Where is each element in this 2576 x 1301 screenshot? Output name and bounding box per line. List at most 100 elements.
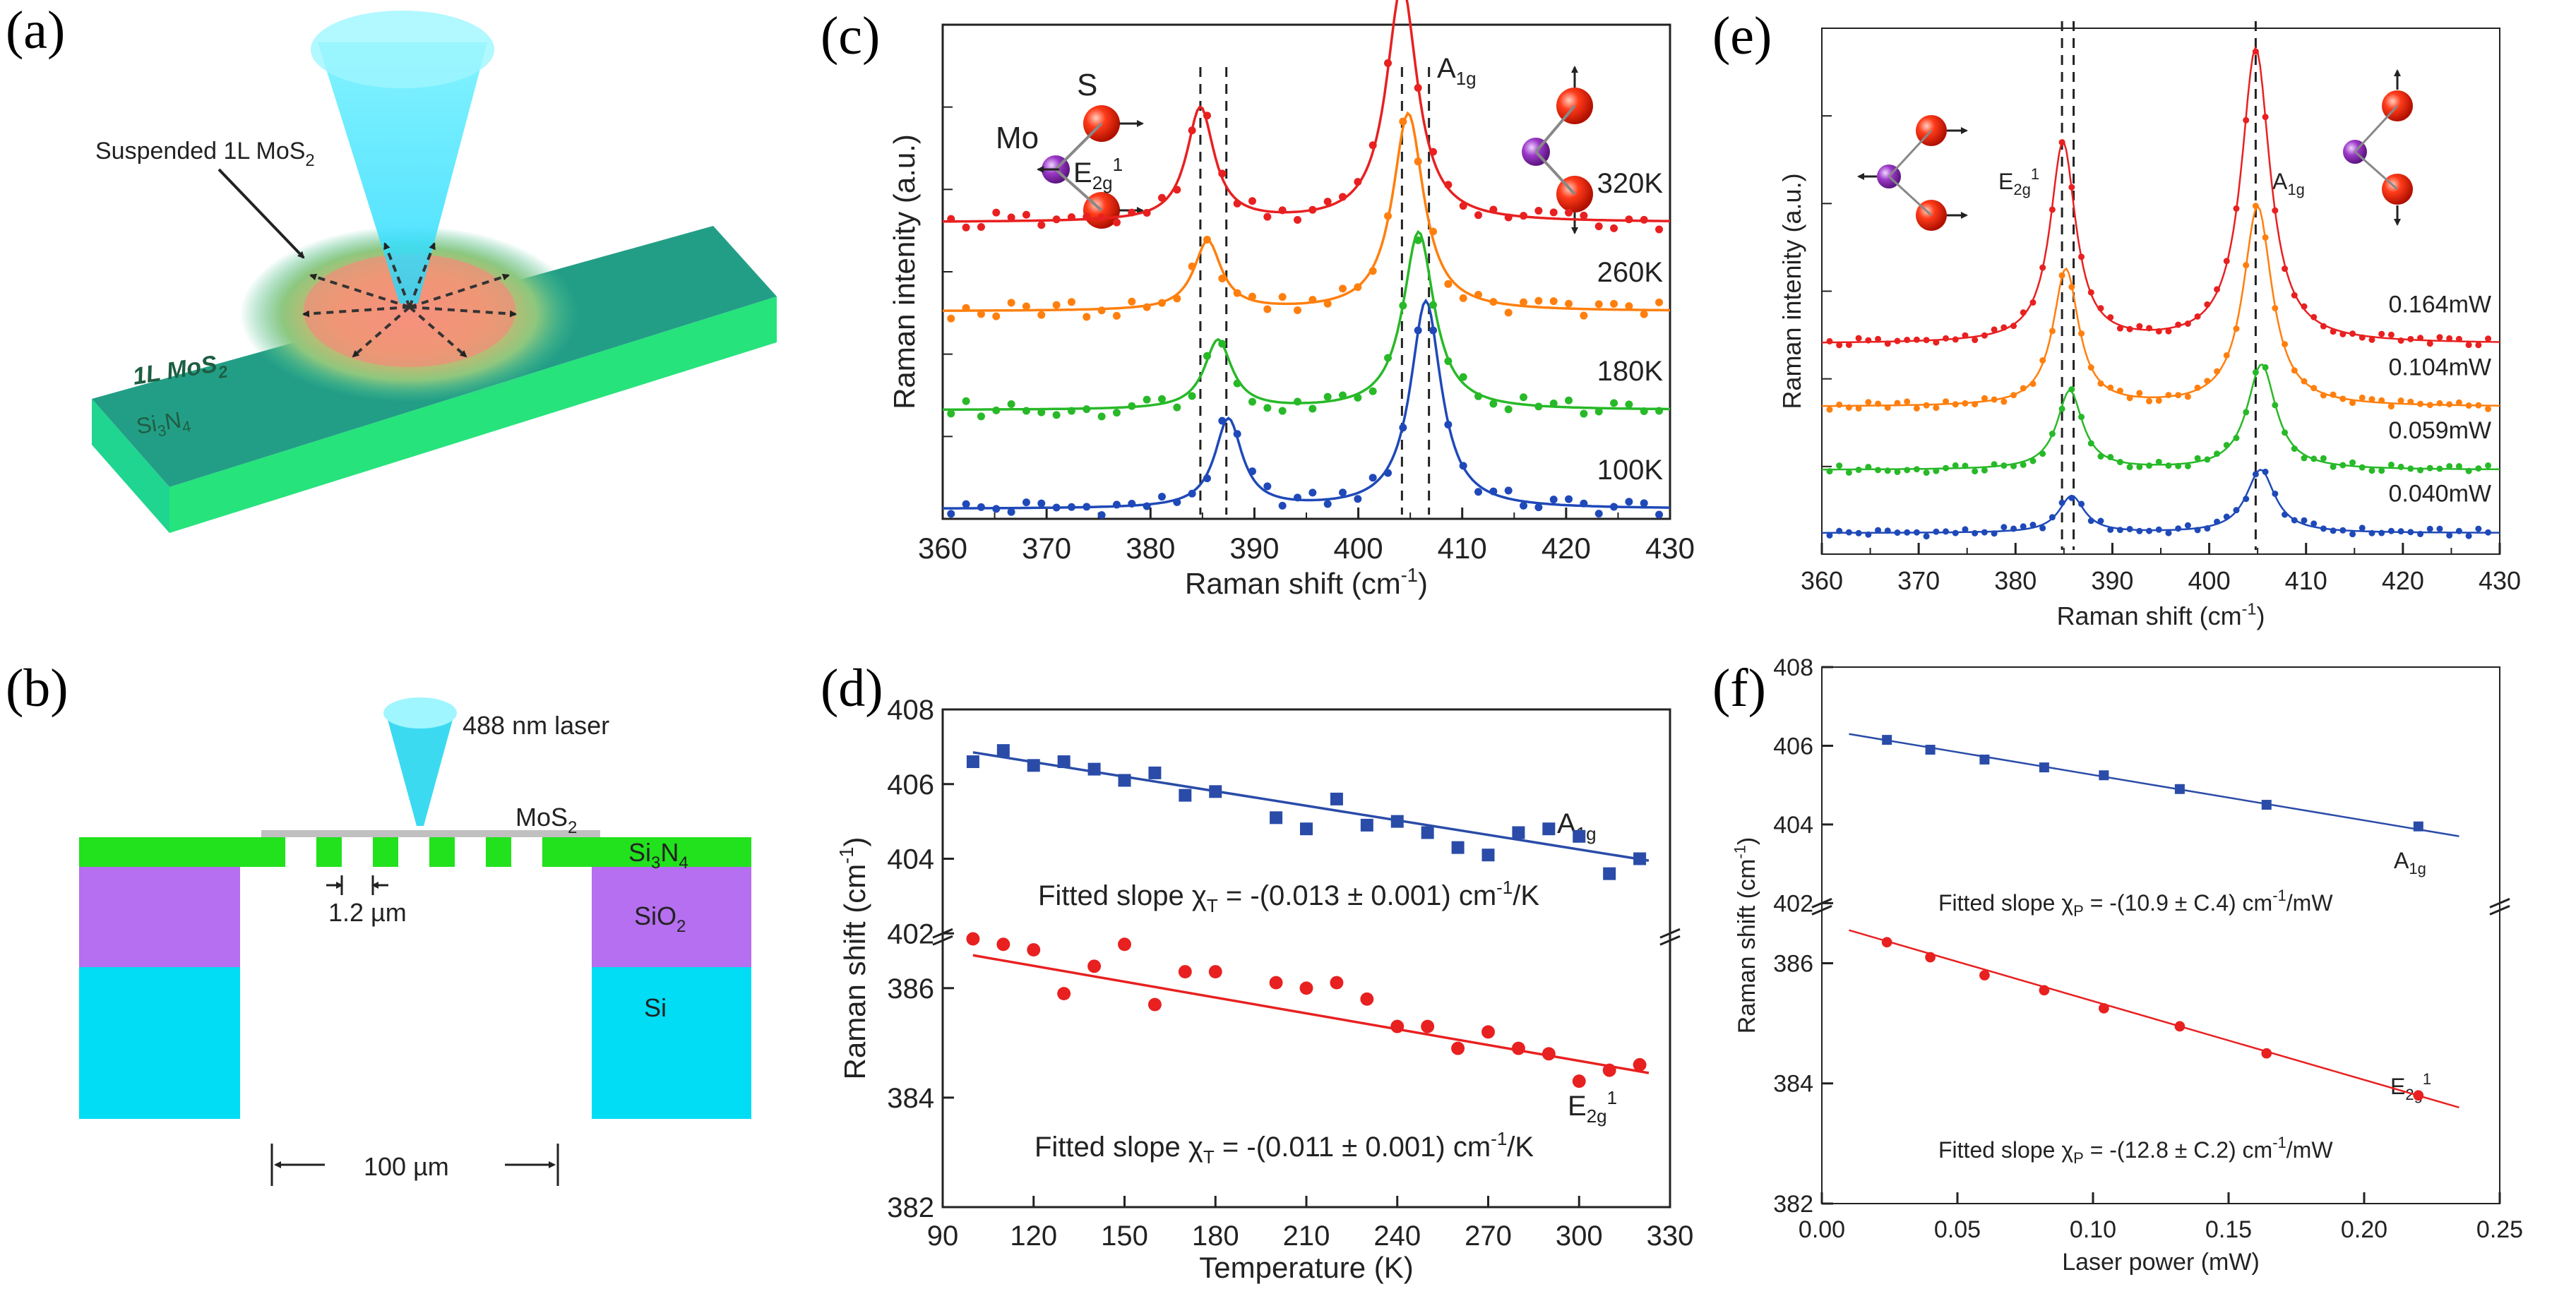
data-point (1218, 340, 1227, 348)
data-point (2359, 524, 2366, 532)
panel-label-c: (c) (821, 6, 880, 66)
data-point (1444, 420, 1453, 428)
data-point (2291, 292, 2298, 299)
si3n4-label: Si3N4 (628, 838, 688, 873)
substrate-label: Si3N4 (134, 405, 192, 443)
data-point (2310, 455, 2318, 462)
data-point (1991, 396, 1998, 403)
data-point (1429, 326, 1438, 335)
x-tick-label: 360 (918, 532, 967, 565)
data-point (1952, 462, 1959, 469)
spectrum-line-180K (942, 229, 1670, 412)
data-point (2175, 462, 2182, 469)
data-point-E2g1 (2099, 1003, 2109, 1014)
data-point (1913, 529, 1920, 536)
data-point (2426, 402, 2433, 409)
data-point (1459, 294, 1467, 302)
data-point (1248, 197, 1256, 205)
data-point (1278, 407, 1287, 415)
data-point (1022, 498, 1030, 507)
data-point (2387, 331, 2395, 338)
data-point (1067, 298, 1075, 306)
atom-s-label: S (1077, 68, 1097, 102)
data-point (1173, 186, 1181, 194)
x-tick-label: 0.15 (2205, 1216, 2252, 1243)
data-point (2262, 468, 2269, 475)
data-point (962, 223, 970, 232)
data-point (1173, 498, 1181, 506)
data-point (1474, 211, 1483, 220)
data-point (1188, 489, 1196, 498)
data-point (1580, 311, 1588, 320)
data-point-A1g (1603, 867, 1616, 880)
si3n4-left (79, 837, 285, 867)
data-point (1263, 212, 1272, 221)
data-point (1972, 468, 1979, 475)
y-axis-label: Raman shift (cm-1) (1731, 837, 1760, 1033)
data-point-A1g (1148, 766, 1162, 779)
data-point (1399, 424, 1407, 432)
data-point (1981, 529, 1988, 536)
data-point (1943, 335, 1950, 342)
data-point (2368, 529, 2375, 536)
data-point-E2g1 (1147, 997, 1162, 1012)
data-point (2282, 429, 2289, 436)
data-point (2126, 325, 2133, 332)
data-point (2010, 462, 2017, 469)
data-point (1368, 474, 1377, 482)
data-point (1459, 462, 1467, 470)
data-point (1414, 157, 1422, 166)
data-point (2214, 286, 2221, 293)
data-point (2446, 532, 2453, 539)
data-point (1233, 289, 1241, 297)
data-point-E2g1 (966, 932, 980, 946)
x-tick-label: 0.10 (2070, 1216, 2116, 1243)
data-point (2397, 337, 2404, 344)
laser-label: 488 nm laser (463, 711, 609, 740)
data-point (1308, 296, 1317, 304)
data-point (1894, 400, 1901, 407)
data-point-E2g1 (1572, 1074, 1586, 1089)
data-point (1037, 408, 1046, 416)
x-tick-label: 150 (1101, 1221, 1148, 1252)
data-point (1610, 503, 1618, 511)
data-point-E2g1 (1057, 987, 1071, 1001)
data-point (2485, 462, 2492, 469)
data-point (947, 215, 955, 223)
data-point (2155, 397, 2162, 404)
data-point (1520, 501, 1528, 510)
data-point (2349, 459, 2356, 466)
data-point (2000, 524, 2008, 531)
data-point (1884, 340, 1891, 347)
data-point (1489, 487, 1498, 496)
data-point (1610, 299, 1618, 308)
data-point (1520, 393, 1528, 402)
data-point (2243, 409, 2250, 416)
data-point (2291, 517, 2298, 524)
data-point (2194, 384, 2201, 391)
data-point (1143, 502, 1151, 510)
data-point-A1g (1542, 822, 1556, 836)
data-point-E2g1 (1087, 959, 1102, 973)
data-point (2097, 380, 2104, 387)
data-point (2252, 48, 2259, 55)
data-point (2078, 253, 2085, 260)
data-point (1414, 236, 1422, 244)
series-label: 0.164mW (2389, 291, 2492, 318)
data-point (1549, 297, 1558, 306)
data-point (2397, 463, 2404, 470)
data-point (1444, 280, 1453, 288)
data-point (1263, 482, 1272, 491)
data-point (977, 310, 985, 318)
data-point (1263, 404, 1272, 412)
data-point (947, 510, 955, 518)
data-point (2000, 398, 2008, 405)
data-point (1913, 466, 1920, 473)
y-tick-label: 404 (887, 844, 934, 875)
data-point (1489, 400, 1498, 408)
data-point (2233, 325, 2240, 332)
data-point (2252, 471, 2259, 478)
data-point-E2g1 (2261, 1048, 2272, 1059)
data-point-A1g (1390, 815, 1404, 828)
data-point (1112, 311, 1121, 320)
